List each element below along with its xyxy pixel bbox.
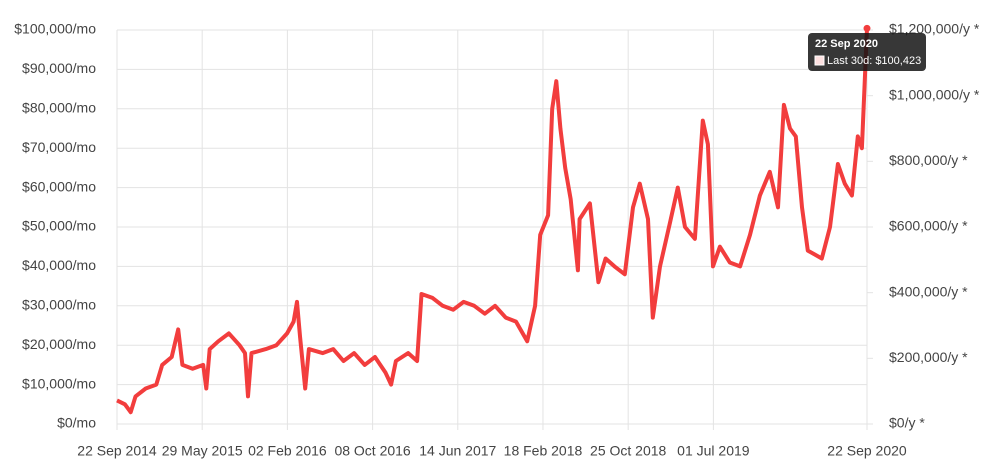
tooltip-swatch [814,55,825,66]
x-tick-label: 25 Oct 2018 [590,443,666,459]
y2-tick-label: $1,200,000/y * [889,21,980,37]
y-tick-label: $0/mo [57,415,96,431]
y-tick-label: $60,000/mo [22,178,96,194]
y-tick-label: $80,000/mo [22,100,96,116]
x-tick-label: 02 Feb 2016 [248,443,327,459]
y2-tick-label: $800,000/y * [889,152,968,168]
x-tick-label: 14 Jun 2017 [419,443,496,459]
y-tick-label: $30,000/mo [22,297,96,313]
y-tick-label: $70,000/mo [22,139,96,155]
series-line [116,28,869,415]
hover-point [863,24,871,32]
y-tick-label: $100,000/mo [14,21,96,37]
x-tick-label: 22 Sep 2020 [827,443,907,459]
tooltip: 22 Sep 2020 Last 30d: $100,423 [808,33,926,71]
y-tick-label: $10,000/mo [22,375,96,391]
y2-tick-label: $400,000/y * [889,283,968,299]
y2-tick-label: $600,000/y * [889,218,968,234]
x-tick-label: 22 Sep 2014 [77,443,157,459]
tooltip-title: 22 Sep 2020 [815,38,878,50]
y2-tick-label: $0/y * [889,415,925,431]
y-tick-label: $20,000/mo [22,336,96,352]
tooltip-box [808,33,926,71]
y2-tick-label: $1,000,000/y * [889,86,980,102]
tooltip-text: Last 30d: $100,423 [827,55,921,67]
x-tick-label: 01 Jul 2019 [677,443,750,459]
y-tick-label: $40,000/mo [22,257,96,273]
y-tick-label: $50,000/mo [22,218,96,234]
y2-tick-label: $200,000/y * [889,349,968,365]
x-tick-label: 18 Feb 2018 [504,443,583,459]
x-tick-label: 08 Oct 2016 [334,443,410,459]
x-tick-label: 29 May 2015 [162,443,243,459]
y-tick-label: $90,000/mo [22,60,96,76]
